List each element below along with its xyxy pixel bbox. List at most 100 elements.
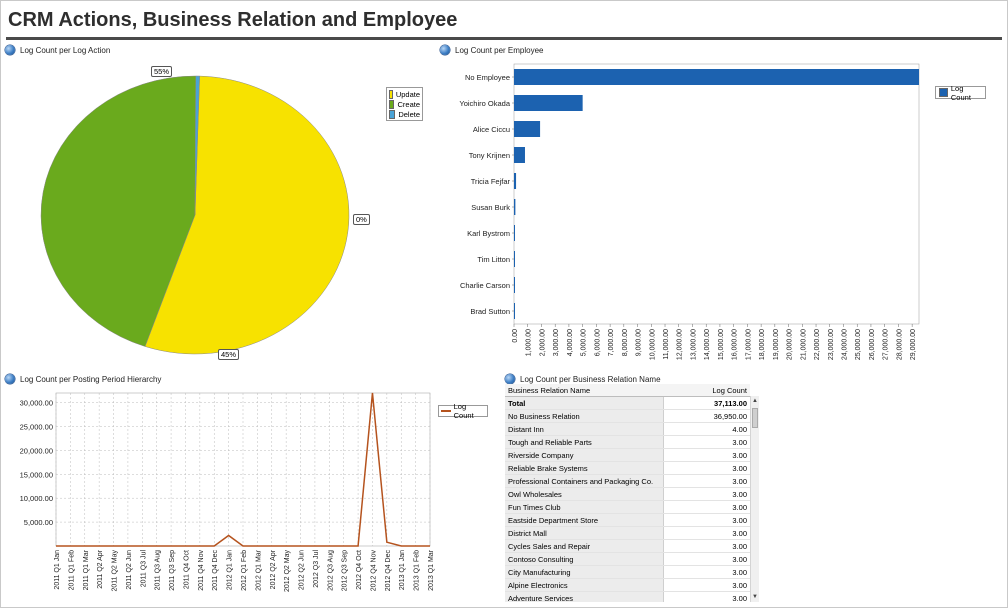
pie-slice-delete[interactable] (194, 75, 200, 216)
cell-name: No Business Relation (505, 409, 664, 423)
table-total-row[interactable]: Total 37,113.00 (505, 396, 750, 410)
table-row[interactable]: District Mall 3.00 (505, 526, 750, 540)
table-row[interactable]: Tough and Reliable Parts 3.00 (505, 435, 750, 449)
cell-log-count: 3.00 (663, 552, 750, 566)
pie-chart[interactable] (40, 70, 360, 360)
x-tick-label: 4,000.00 (567, 329, 574, 356)
bar[interactable] (514, 69, 919, 85)
legend-label: Log Count (453, 402, 474, 420)
table-panel-title[interactable]: Log Count per Business Relation Name (505, 374, 661, 384)
x-tick-label: 6,000.00 (594, 329, 601, 356)
table-row[interactable]: Fun Times Club 3.00 (505, 500, 750, 514)
table-row[interactable]: Eastside Department Store 3.00 (505, 513, 750, 527)
cell-log-count: 3.00 (663, 578, 750, 592)
x-tick-label: 11,000.00 (663, 329, 670, 360)
panel-info-icon[interactable] (505, 374, 515, 384)
scroll-thumb[interactable] (752, 408, 758, 428)
x-tick-label: 23,000.00 (828, 329, 835, 360)
bar[interactable] (514, 147, 525, 163)
bar[interactable] (514, 199, 516, 215)
scroll-down-arrow-icon[interactable]: ▼ (752, 594, 758, 600)
legend-item-create[interactable]: Create (389, 99, 420, 109)
x-tick-label: 2011 Q2 May (112, 550, 119, 592)
series-line[interactable] (56, 392, 430, 547)
pie-label-update: 55% (151, 66, 173, 77)
cell-log-count: 3.00 (663, 448, 750, 462)
table-row[interactable]: Reliable Brake Systems 3.00 (505, 461, 750, 475)
line-panel-title[interactable]: Log Count per Posting Period Hierarchy (5, 374, 161, 384)
x-tick-label: 2012 Q4 Nov (370, 550, 377, 592)
x-tick-label: 2012 Q1 Mar (255, 549, 262, 591)
column-header-log-count[interactable]: Log Count (663, 384, 750, 397)
x-tick-label: 2013 Q1 Jan (399, 550, 406, 590)
table-row[interactable]: Distant Inn 4.00 (505, 422, 750, 436)
bar-panel-title[interactable]: Log Count per Employee (440, 45, 544, 55)
line-legend[interactable]: Log Count (438, 402, 488, 420)
employee-bar-chart[interactable]: No Employee Yoichiro Okada Alice Ciccu Tony… (440, 60, 925, 365)
table-row[interactable]: City Manufacturing 3.00 (505, 565, 750, 579)
table-row[interactable]: No Business Relation 36,950.00 (505, 409, 750, 423)
legend-item-delete[interactable]: Delete (389, 109, 420, 119)
page-title: CRM Actions, Business Relation and Emplo… (8, 9, 458, 31)
x-tick-label: 0.00 (512, 329, 519, 343)
legend-label: Delete (398, 109, 420, 119)
legend-line-swatch (441, 410, 451, 412)
category-label: Karl Bystrom (467, 229, 510, 238)
x-tick-label: 9,000.00 (636, 329, 643, 356)
cell-log-count: 37,113.00 (663, 396, 750, 410)
cell-name: Cycles Sales and Repair (505, 539, 664, 553)
x-tick-label: 2011 Q4 Nov (198, 550, 205, 591)
column-header-name[interactable]: Business Relation Name (505, 384, 663, 397)
panel-info-icon[interactable] (440, 45, 450, 55)
cell-log-count: 3.00 (663, 474, 750, 488)
x-tick-label: 2011 Q2 Jun (126, 550, 133, 590)
cell-name: Fun Times Club (505, 500, 664, 514)
cell-name: Professional Containers and Packaging Co… (505, 474, 664, 488)
x-tick-label: 21,000.00 (800, 329, 807, 360)
cell-name: Distant Inn (505, 422, 664, 436)
bar[interactable] (514, 277, 515, 293)
legend-label: Update (395, 89, 420, 99)
legend-item-update[interactable]: Update (389, 89, 420, 99)
pie-panel-title[interactable]: Log Count per Log Action (5, 45, 110, 55)
x-tick-label: 1,000.00 (526, 329, 533, 356)
legend-swatch (389, 109, 396, 119)
table-row[interactable]: Adventure Services 3.00 (505, 591, 750, 602)
bar[interactable] (514, 225, 515, 241)
x-tick-label: 3,000.00 (553, 329, 560, 356)
cell-name: Eastside Department Store (505, 513, 664, 527)
table-row[interactable]: Owl Wholesales 3.00 (505, 487, 750, 501)
bar[interactable] (514, 303, 515, 319)
table-row[interactable]: Professional Containers and Packaging Co… (505, 474, 750, 488)
x-tick-label: 2011 Q4 Dec (212, 550, 219, 591)
y-tick-label: 20,000.00 (20, 446, 53, 455)
x-tick-label: 15,000.00 (718, 329, 725, 360)
panel-info-icon[interactable] (5, 374, 15, 384)
pie-slice-create[interactable] (40, 75, 197, 347)
bar[interactable] (514, 121, 541, 137)
business-relation-table[interactable]: Business Relation Name Log Count Total 37… (505, 384, 758, 602)
table-row[interactable]: Alpine Electronics 3.00 (505, 578, 750, 592)
bar[interactable] (514, 251, 515, 267)
cell-name: Riverside Company (505, 448, 664, 462)
category-label: Brad Sutton (470, 307, 510, 316)
bar-legend[interactable]: Log Count (935, 84, 986, 102)
table-row[interactable]: Cycles Sales and Repair 3.00 (505, 539, 750, 553)
cell-name: Total (505, 396, 664, 410)
x-tick-label: 29,000.00 (910, 329, 917, 360)
table-row[interactable]: Contoso Consulting 3.00 (505, 552, 750, 566)
bar[interactable] (514, 95, 583, 111)
table-row[interactable]: Riverside Company 3.00 (505, 448, 750, 462)
panel-info-icon[interactable] (5, 45, 15, 55)
x-tick-label: 2,000.00 (539, 329, 546, 356)
table-scrollbar[interactable]: ▲ ▼ (750, 396, 759, 602)
x-tick-label: 27,000.00 (883, 329, 890, 360)
x-tick-label: 18,000.00 (759, 329, 766, 360)
legend-swatch (389, 99, 395, 109)
x-tick-label: 17,000.00 (745, 329, 752, 360)
cell-log-count: 3.00 (663, 591, 750, 602)
bar[interactable] (514, 173, 517, 189)
x-tick-label: 2011 Q3 Aug (155, 550, 162, 590)
posting-period-line-chart[interactable]: 2011 Q1 Jan 2011 Q1 Feb 2011 Q1 Mar 2011 Q2… (0, 383, 440, 603)
scroll-up-arrow-icon[interactable]: ▲ (752, 398, 758, 404)
